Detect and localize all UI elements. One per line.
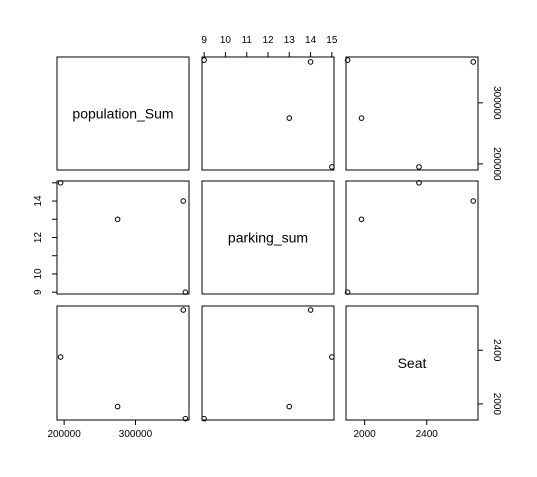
data-point bbox=[286, 403, 293, 410]
panel-population_Sum-vs-Seat bbox=[345, 56, 479, 171]
data-point bbox=[307, 307, 314, 313]
bottom-tick-label: 200000 bbox=[47, 429, 81, 440]
data-point bbox=[114, 403, 121, 410]
data-point bbox=[329, 164, 335, 170]
data-point bbox=[358, 216, 365, 223]
data-point bbox=[307, 59, 314, 65]
data-point bbox=[329, 354, 335, 360]
panel-parking_sum-vs-Seat bbox=[345, 180, 479, 295]
variable-label-Seat: Seat bbox=[398, 355, 427, 371]
top-tick-label: 11 bbox=[242, 35, 253, 46]
data-point bbox=[182, 289, 189, 296]
top-tick-label: 12 bbox=[262, 35, 274, 46]
data-point bbox=[201, 57, 207, 63]
bottom-tick-label: 2400 bbox=[416, 429, 439, 440]
top-tick-label: 10 bbox=[220, 35, 232, 46]
data-point bbox=[470, 198, 477, 204]
top-tick-label: 15 bbox=[326, 35, 338, 46]
top-tick-label: 14 bbox=[305, 35, 317, 46]
right-tick-label: 200000 bbox=[491, 147, 502, 181]
top-tick-label: 13 bbox=[284, 35, 296, 46]
data-point bbox=[201, 415, 207, 422]
data-point bbox=[358, 115, 365, 121]
left-tick-label: 12 bbox=[33, 232, 44, 244]
bottom-tick-label: 300000 bbox=[119, 429, 153, 440]
right-tick-label: 300000 bbox=[491, 86, 502, 120]
left-tick-label: 10 bbox=[33, 268, 44, 280]
panel-parking_sum-vs-population_Sum bbox=[56, 180, 190, 295]
left-tick-label: 9 bbox=[33, 289, 44, 295]
data-point bbox=[470, 59, 477, 65]
data-point bbox=[286, 115, 293, 121]
data-point bbox=[182, 415, 189, 422]
panel-population_Sum-vs-population_Sum bbox=[56, 56, 190, 171]
data-point bbox=[180, 307, 187, 313]
data-point bbox=[416, 164, 422, 170]
data-point bbox=[114, 216, 121, 223]
panel-population_Sum-vs-parking_sum bbox=[201, 56, 335, 171]
data-point bbox=[180, 198, 187, 204]
data-point bbox=[344, 289, 351, 296]
left-tick-label: 14 bbox=[33, 195, 44, 207]
right-tick-label: 2400 bbox=[491, 339, 502, 362]
data-point bbox=[57, 354, 64, 360]
panel-parking_sum-vs-parking_sum bbox=[201, 180, 335, 295]
data-point bbox=[416, 180, 422, 186]
top-tick-label: 9 bbox=[201, 35, 207, 46]
variable-label-parking_sum: parking_sum bbox=[228, 230, 308, 246]
panel-Seat-vs-parking_sum bbox=[201, 305, 335, 421]
panel-Seat-vs-population_Sum bbox=[56, 305, 190, 421]
right-tick-label: 2000 bbox=[491, 393, 502, 416]
data-point bbox=[344, 57, 351, 63]
bottom-tick-label: 2000 bbox=[354, 429, 377, 440]
data-point bbox=[57, 180, 64, 186]
variable-label-population_Sum: population_Sum bbox=[72, 106, 173, 122]
